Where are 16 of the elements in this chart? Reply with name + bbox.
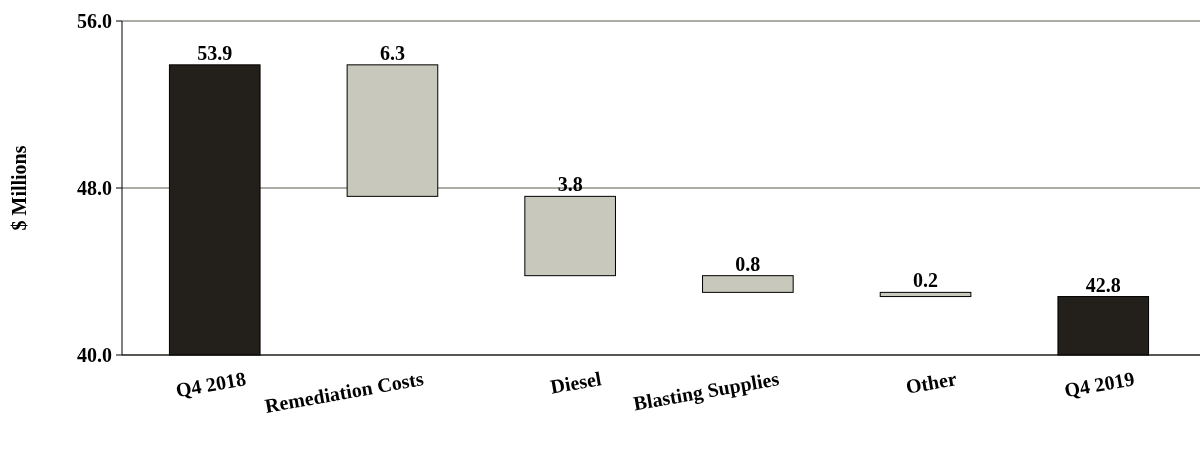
data-label: 6.3 [379,41,405,64]
data-label: 42.8 [1085,273,1121,296]
data-label: 0.2 [913,269,939,292]
y-tick-label: 48.0 [77,177,112,199]
y-tick-label: 40.0 [77,344,112,366]
data-label: 0.8 [735,252,761,275]
x-tick-label: Other [904,367,959,398]
y-tick-label: 56.0 [77,10,112,32]
data-label: 53.9 [197,41,233,64]
data-label: 3.8 [557,173,583,196]
y-axis-title: $ Millions [8,145,30,231]
x-tick-label: Q4 2019 [1062,367,1136,402]
x-tick-label: Q4 2018 [174,367,248,402]
x-tick-label: Diesel [548,367,604,398]
x-tick-label: Remediation Costs [263,367,426,417]
x-tick-label: Blasting Supplies [631,367,781,416]
